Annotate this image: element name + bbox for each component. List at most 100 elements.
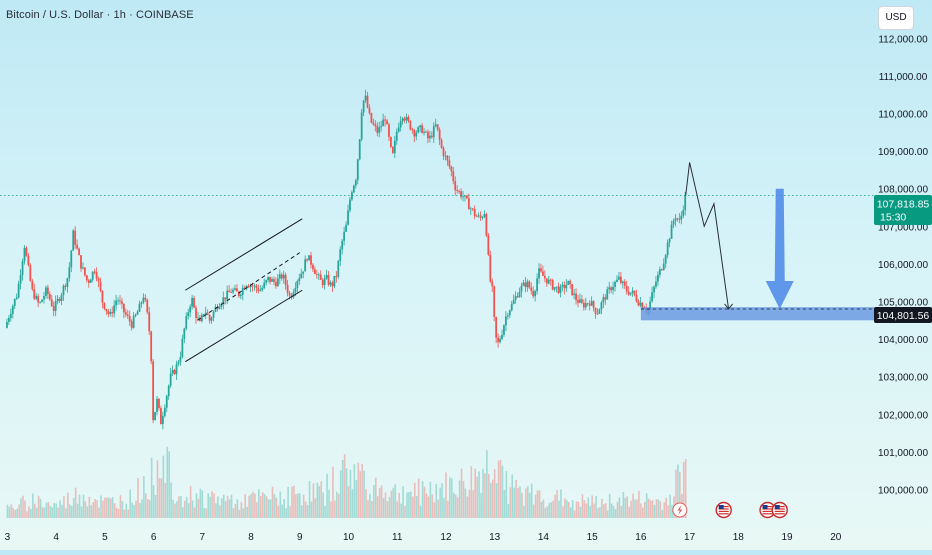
candle-body (602, 297, 605, 303)
volume-bar (16, 508, 18, 518)
y-tick-label: 112,000.00 (878, 34, 928, 45)
volume-bar (298, 493, 301, 518)
projection-path[interactable] (685, 162, 730, 310)
candle-body (84, 267, 86, 276)
candle-body (555, 286, 558, 288)
volume-bar (291, 486, 293, 518)
candle-body (204, 312, 207, 315)
candle-body (15, 297, 18, 299)
candle-body (93, 271, 96, 273)
volume-bar (230, 494, 233, 518)
candle-body (76, 244, 79, 249)
volume-bar (365, 489, 367, 518)
channel-upper-line[interactable] (185, 218, 303, 291)
candle-body (567, 280, 570, 285)
us-flag-icon[interactable] (759, 501, 776, 519)
channel-lower-line[interactable] (185, 289, 303, 363)
volume-bar (324, 505, 326, 518)
volume-bar (503, 489, 506, 518)
volume-bar (649, 500, 652, 518)
volume-bar (265, 496, 268, 518)
candle-body (179, 356, 182, 363)
candle-body (27, 255, 30, 266)
volume-bar (332, 466, 334, 518)
candle-body (130, 321, 133, 328)
candle-body (111, 311, 114, 314)
volume-bar (304, 501, 307, 518)
events-layer[interactable] (672, 501, 788, 519)
candle-body (60, 295, 63, 301)
volume-bar (632, 493, 634, 518)
volume-bar (558, 500, 560, 518)
volume-bar (620, 505, 623, 518)
candle-body (152, 361, 155, 421)
drawings-layer[interactable] (0, 162, 874, 363)
us-flag-icon[interactable] (771, 501, 788, 519)
volume-bar (90, 505, 93, 518)
candle-body (518, 291, 521, 298)
volume-bar (150, 457, 153, 518)
volume-bar (182, 507, 184, 518)
candle-body (282, 274, 285, 279)
down-arrow[interactable] (765, 188, 794, 309)
candle-body (237, 291, 240, 297)
candle-body (13, 298, 16, 307)
volume-bar (267, 499, 270, 518)
volume-bar (215, 503, 217, 518)
candle-body (608, 287, 611, 290)
candle-body (364, 95, 367, 101)
volume-bar (499, 459, 502, 518)
x-tick-label: 17 (684, 532, 696, 543)
candle-body (228, 290, 231, 293)
candle-body (66, 278, 69, 287)
volume-bar (412, 496, 414, 518)
candle-body (113, 305, 116, 314)
candle-body (48, 294, 51, 300)
candle-body (475, 216, 478, 217)
candle-body (614, 281, 616, 287)
candle-body (333, 275, 336, 287)
volume-bar (369, 493, 371, 518)
candle-body (210, 317, 213, 321)
volume-bar (334, 500, 336, 518)
candle-body (516, 296, 519, 298)
target-zone[interactable] (640, 307, 874, 321)
candle-body (399, 121, 402, 128)
volume-bar (63, 496, 65, 518)
candle-body (378, 127, 381, 133)
volume-bar (154, 495, 157, 518)
x-tick-label: 15 (587, 532, 599, 543)
candle-body (329, 282, 332, 285)
candle-body (497, 337, 499, 343)
candle-body (637, 301, 640, 306)
volume-bar (14, 509, 17, 518)
candle-body (436, 124, 439, 130)
candle-body (499, 338, 501, 343)
volume-bar (261, 492, 264, 518)
volume-bar (626, 496, 629, 518)
volume-bar (328, 489, 330, 518)
candle-body (189, 306, 192, 313)
candle-body (171, 370, 174, 374)
candle-body (351, 192, 353, 200)
volume-bar (164, 482, 167, 518)
volume-bar (20, 498, 22, 518)
candle-body (226, 290, 229, 300)
volume-bar (530, 483, 533, 518)
volume-bar (532, 504, 535, 518)
volume-bar (70, 505, 73, 518)
candle-body (573, 293, 576, 296)
volume-bar (597, 508, 599, 518)
candle-body (388, 124, 390, 137)
x-tick-label: 19 (781, 532, 793, 543)
volume-bar (207, 493, 209, 518)
x-tick-label: 5 (102, 532, 108, 543)
us-flag-icon[interactable] (715, 501, 732, 519)
volume-bar (361, 464, 363, 518)
volume-bar (353, 464, 356, 518)
volume-bar (47, 502, 50, 518)
currency-button[interactable]: USD (878, 6, 914, 30)
volume-bar (462, 481, 465, 518)
candle-body (273, 279, 275, 282)
